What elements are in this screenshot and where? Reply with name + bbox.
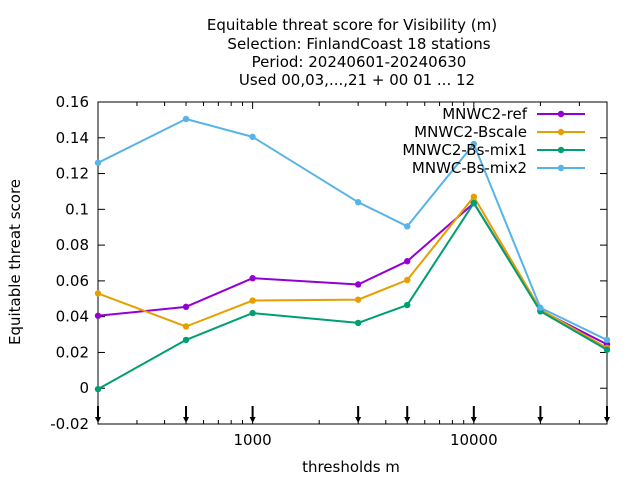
- threshold-markers: [95, 406, 610, 423]
- plot-frame: [97, 101, 608, 425]
- series-line-4: [97, 117, 608, 341]
- y-axis-title: Equitable threat score: [6, 179, 24, 345]
- legend-label-4: MNWC-Bs-mix2: [412, 159, 527, 177]
- legend-label-1: MNWC2-ref: [442, 105, 527, 123]
- series-point-2: [182, 323, 190, 330]
- y-tick-label: 0.14: [56, 129, 89, 147]
- series-point-4: [537, 304, 544, 311]
- series-point-3: [603, 346, 611, 353]
- axis-ticks: -0.02 0 0.02 0.04 0.06 0.08 0.1 0.12 0.14 0.16 100…: [50, 93, 608, 449]
- titles: Equitable threat score for Visibility (m…: [6, 16, 497, 476]
- series-point-1: [182, 303, 190, 311]
- chart-title-line-2: Selection: FinlandCoast 18 stations: [227, 35, 490, 53]
- chart-title-line-3: Period: 20240601-20240630: [252, 53, 467, 71]
- series-point-3: [249, 309, 256, 317]
- x-tick-label: 1000: [234, 431, 272, 449]
- legend: MNWC2-refMNWC2-BscaleMNWC2-Bs-mix1MNWC-B…: [402, 105, 585, 177]
- x-axis-title: thresholds m: [302, 458, 400, 476]
- series-point-4: [249, 133, 256, 141]
- y-tick-label: 0.12: [56, 165, 89, 183]
- series-point-2: [94, 290, 102, 297]
- series-point-4: [404, 223, 411, 230]
- series-point-4: [94, 159, 102, 167]
- chart-title-line-4: Used 00,03,...,21 + 00 01 ... 12: [239, 71, 475, 89]
- y-tick-label: 0: [79, 379, 89, 397]
- legend-swatch-point-3: [557, 146, 565, 154]
- threshold-marker-head: [355, 417, 362, 423]
- legend-label-3: MNWC2-Bs-mix1: [402, 141, 527, 159]
- series-point-2: [470, 193, 478, 201]
- threshold-marker-head: [404, 417, 411, 423]
- plot-border: [97, 101, 608, 425]
- x-tick-label: 10000: [450, 431, 498, 449]
- legend-swatch-point-4: [557, 164, 565, 172]
- y-tick-label: 0.16: [56, 93, 89, 111]
- series-point-1: [249, 275, 256, 282]
- series-point-4: [603, 336, 611, 344]
- series-point-3: [182, 336, 190, 344]
- y-tick-label: 0.06: [56, 272, 89, 290]
- series-point-3: [404, 301, 411, 309]
- series-point-1: [94, 312, 102, 319]
- series-point-3: [470, 199, 478, 207]
- legend-label-2: MNWC2-Bscale: [414, 123, 527, 141]
- series-line-2: [97, 195, 608, 349]
- series-line-3: [97, 202, 608, 390]
- threshold-marker-head: [249, 417, 256, 423]
- threshold-marker-head: [95, 417, 101, 423]
- threshold-marker-head: [470, 417, 477, 423]
- series-point-2: [404, 276, 411, 284]
- legend-swatch-point-1: [557, 110, 565, 118]
- threshold-marker-head: [537, 417, 544, 423]
- y-tick-label: 0.04: [56, 308, 89, 326]
- y-tick-label: 0.1: [65, 200, 89, 218]
- series-point-4: [470, 140, 478, 148]
- threshold-marker-head: [604, 417, 610, 423]
- series-point-2: [249, 297, 256, 304]
- series-layer: [94, 115, 611, 393]
- y-tick-label: 0.08: [56, 236, 89, 254]
- series-point-4: [354, 198, 362, 206]
- series-point-2: [354, 296, 362, 303]
- series-point-4: [182, 115, 190, 123]
- legend-swatch-point-2: [557, 128, 565, 136]
- chart-title-line-1: Equitable threat score for Visibility (m…: [207, 16, 497, 34]
- series-point-3: [94, 385, 102, 393]
- series-point-3: [354, 319, 362, 327]
- series-point-1: [354, 281, 362, 288]
- y-tick-label: -0.02: [50, 415, 89, 433]
- threshold-marker-head: [183, 417, 190, 423]
- y-tick-label: 0.02: [56, 343, 89, 361]
- series-point-1: [404, 258, 411, 265]
